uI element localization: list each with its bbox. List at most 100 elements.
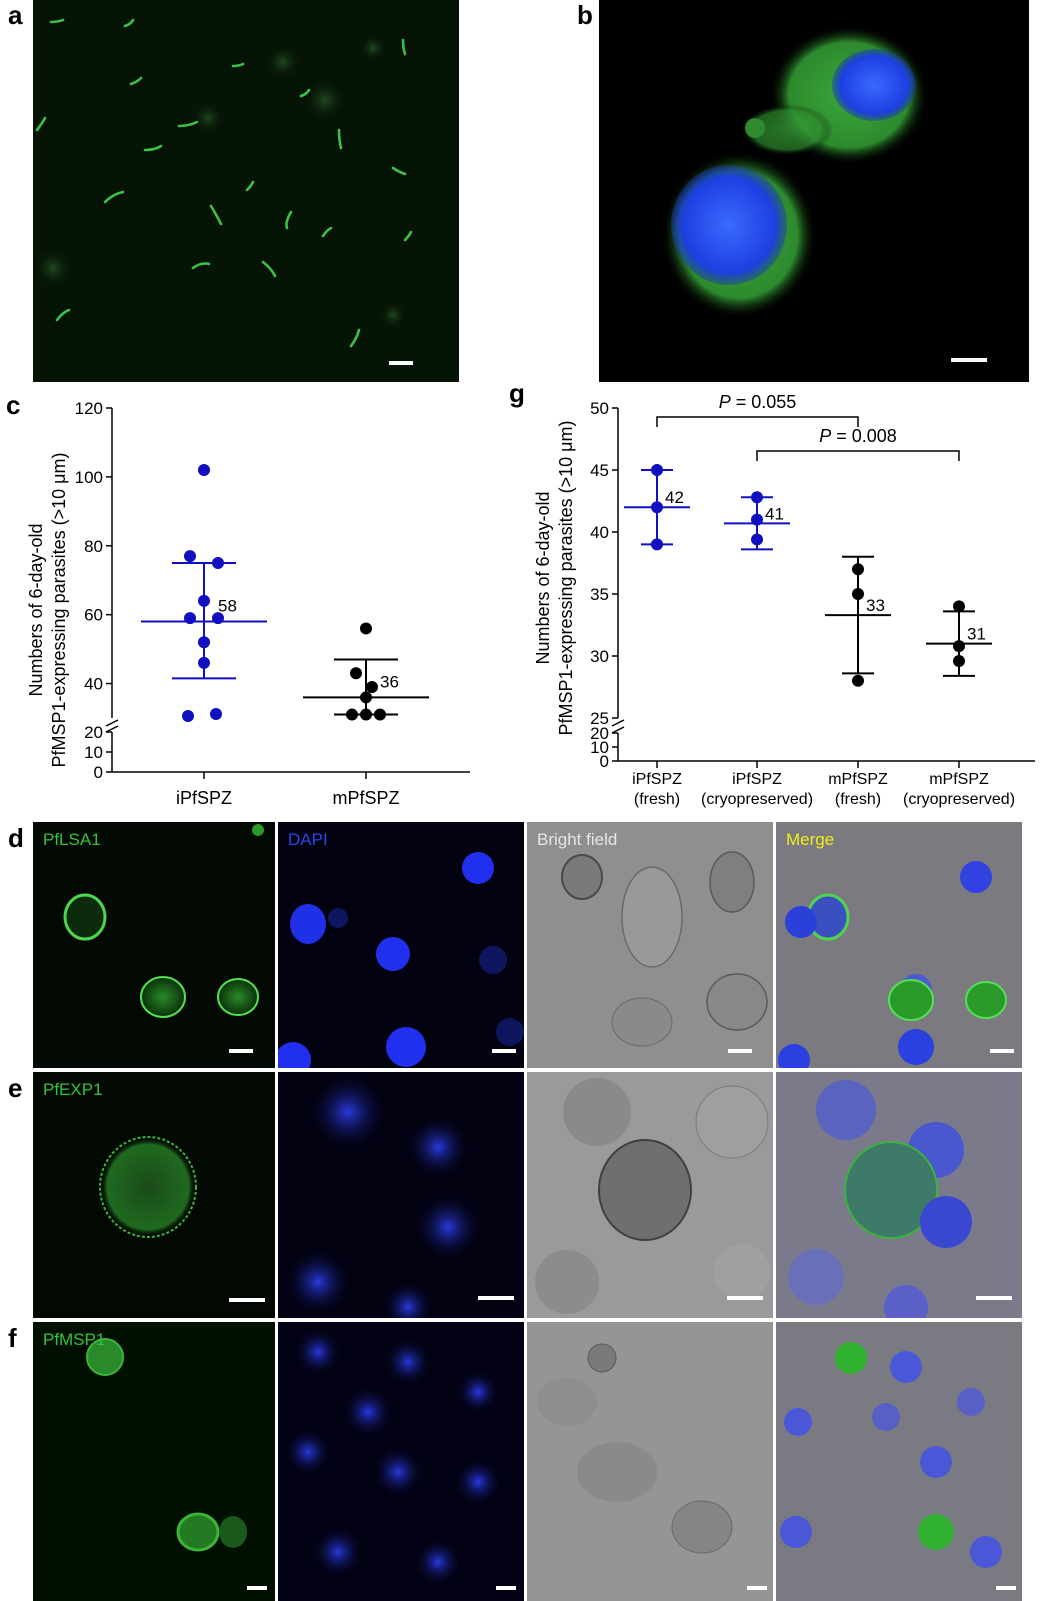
y-axis-label-line: Numbers of 6-day-old: [26, 523, 46, 696]
micrograph-d-dapi: DAPI: [278, 822, 524, 1068]
y-tick-label: 120: [75, 399, 103, 418]
y-tick-label: 40: [84, 675, 103, 694]
scale-bar: [496, 1586, 516, 1590]
panel-label-a: a: [8, 0, 23, 30]
y-tick-label: 20: [590, 724, 609, 743]
data-point: [198, 594, 210, 607]
x-tick-label: mPfSPZ: [332, 788, 399, 808]
data-point: [346, 708, 358, 721]
data-point: [212, 557, 224, 569]
data-point: [198, 464, 210, 476]
data-point: [651, 538, 663, 551]
micrograph-d-pflsa1: PfLSA1: [33, 822, 275, 1068]
panel-label-c: c: [6, 390, 21, 420]
y-tick-label: 60: [84, 606, 103, 625]
y-tick-label: 40: [590, 523, 609, 542]
y-tick-label: 35: [590, 585, 609, 604]
y-tick-label: 80: [84, 537, 103, 556]
data-point: [210, 708, 222, 720]
y-axis-label: Numbers of 6-day-old PfMSP1-expressing pa…: [26, 453, 69, 768]
x-tick-label-line: (cryopreserved): [701, 791, 813, 808]
data-point: [852, 588, 864, 600]
data-point: [374, 708, 386, 721]
scale-bar: [478, 1296, 514, 1300]
x-tick-label: iPfSPZ: [176, 788, 232, 808]
data-point: [360, 622, 372, 635]
data-point: [751, 513, 763, 526]
axis-break-mark: [105, 719, 119, 727]
micrograph-f-pfmsp1: PfMSP1: [33, 1322, 275, 1601]
channel-label-pfexp1: PfEXP1: [43, 1080, 103, 1099]
data-point: [184, 612, 196, 625]
scale-bar: [229, 1298, 265, 1302]
x-tick-label-line: mPfSPZ: [828, 771, 888, 788]
y-tick-label: 50: [590, 399, 609, 418]
data-point: [212, 612, 224, 625]
y-tick-label: 100: [75, 468, 103, 487]
micrograph-e-bright-field: [527, 1072, 773, 1318]
scale-bar: [247, 1586, 267, 1590]
micrograph-f-dapi: [278, 1322, 524, 1601]
x-tick-label: iPfSPZ (cryopreserved): [701, 771, 813, 808]
x-tick-label-line: (cryopreserved): [903, 791, 1015, 808]
axis-break-mark: [611, 719, 625, 727]
data-point: [182, 710, 194, 722]
x-tick-label: mPfSPZ (cryopreserved): [903, 771, 1015, 808]
micrograph-a-sporozoites: [33, 0, 459, 382]
x-tick-label-line: mPfSPZ: [929, 771, 989, 788]
data-point: [198, 636, 210, 649]
channel-label-pfmsp1: PfMSP1: [43, 1330, 106, 1349]
panel-label-g: g: [509, 378, 525, 408]
micrograph-b-infected-cells: [599, 0, 1029, 382]
x-tick-label: mPfSPZ (fresh): [828, 771, 888, 808]
x-tick-label-line: iPfSPZ: [732, 771, 782, 788]
scale-bar: [727, 1296, 763, 1300]
y-tick-label: 25: [590, 709, 609, 728]
y-tick-label: 10: [84, 743, 103, 762]
data-point: [651, 501, 663, 514]
y-axis-label-line: PfMSP1-expressing parasites (>10 μm): [49, 453, 69, 768]
p-value-label: P = 0.008: [819, 426, 897, 446]
scale-bar: [996, 1586, 1016, 1590]
mean-label: 33: [866, 596, 885, 615]
micrograph-d-bright-field: Bright field: [527, 822, 773, 1068]
x-tick-label-line: iPfSPZ: [632, 771, 682, 788]
mean-label: 58: [218, 597, 237, 616]
y-tick-label: 10: [590, 738, 609, 757]
x-tick-label-line: mPfSPZ: [332, 788, 399, 808]
mean-label: 42: [665, 488, 684, 507]
y-axis-label-line: PfMSP1-expressing parasites (>10 μm): [556, 421, 576, 736]
scale-bar: [976, 1296, 1012, 1300]
data-point: [953, 600, 965, 613]
mean-label: 36: [380, 672, 399, 691]
y-tick-label: 0: [600, 752, 609, 771]
panel-label-e: e: [8, 1073, 23, 1103]
p-value-symbol: P: [819, 426, 831, 446]
data-point: [360, 708, 372, 721]
scale-bar: [747, 1586, 767, 1590]
channel-label-merge: Merge: [786, 830, 835, 849]
scale-bar: [990, 1049, 1014, 1053]
micrograph-d-merge: Merge: [776, 822, 1022, 1068]
x-tick-label-line: iPfSPZ: [176, 788, 232, 808]
data-point: [953, 640, 965, 653]
axis-break-mark: [105, 725, 119, 733]
micrograph-f-bright-field: [527, 1322, 773, 1601]
scale-bar: [728, 1049, 752, 1053]
micrograph-e-merge: [776, 1072, 1022, 1318]
data-point: [852, 563, 864, 576]
y-tick-label: 45: [590, 461, 609, 480]
scale-bar: [492, 1049, 516, 1053]
data-point: [360, 691, 372, 704]
data-point: [198, 656, 210, 669]
channel-label-pflsa1: PfLSA1: [43, 830, 101, 849]
x-tick-label: iPfSPZ (fresh): [632, 771, 682, 808]
panel-label-f: f: [8, 1323, 17, 1353]
p-value-text: = 0.008: [831, 426, 897, 446]
x-tick-label-line: (fresh): [835, 791, 881, 808]
data-point: [751, 491, 763, 504]
data-point: [651, 464, 663, 476]
scale-bar: [229, 1049, 253, 1053]
micrograph-e-dapi: [278, 1072, 524, 1318]
